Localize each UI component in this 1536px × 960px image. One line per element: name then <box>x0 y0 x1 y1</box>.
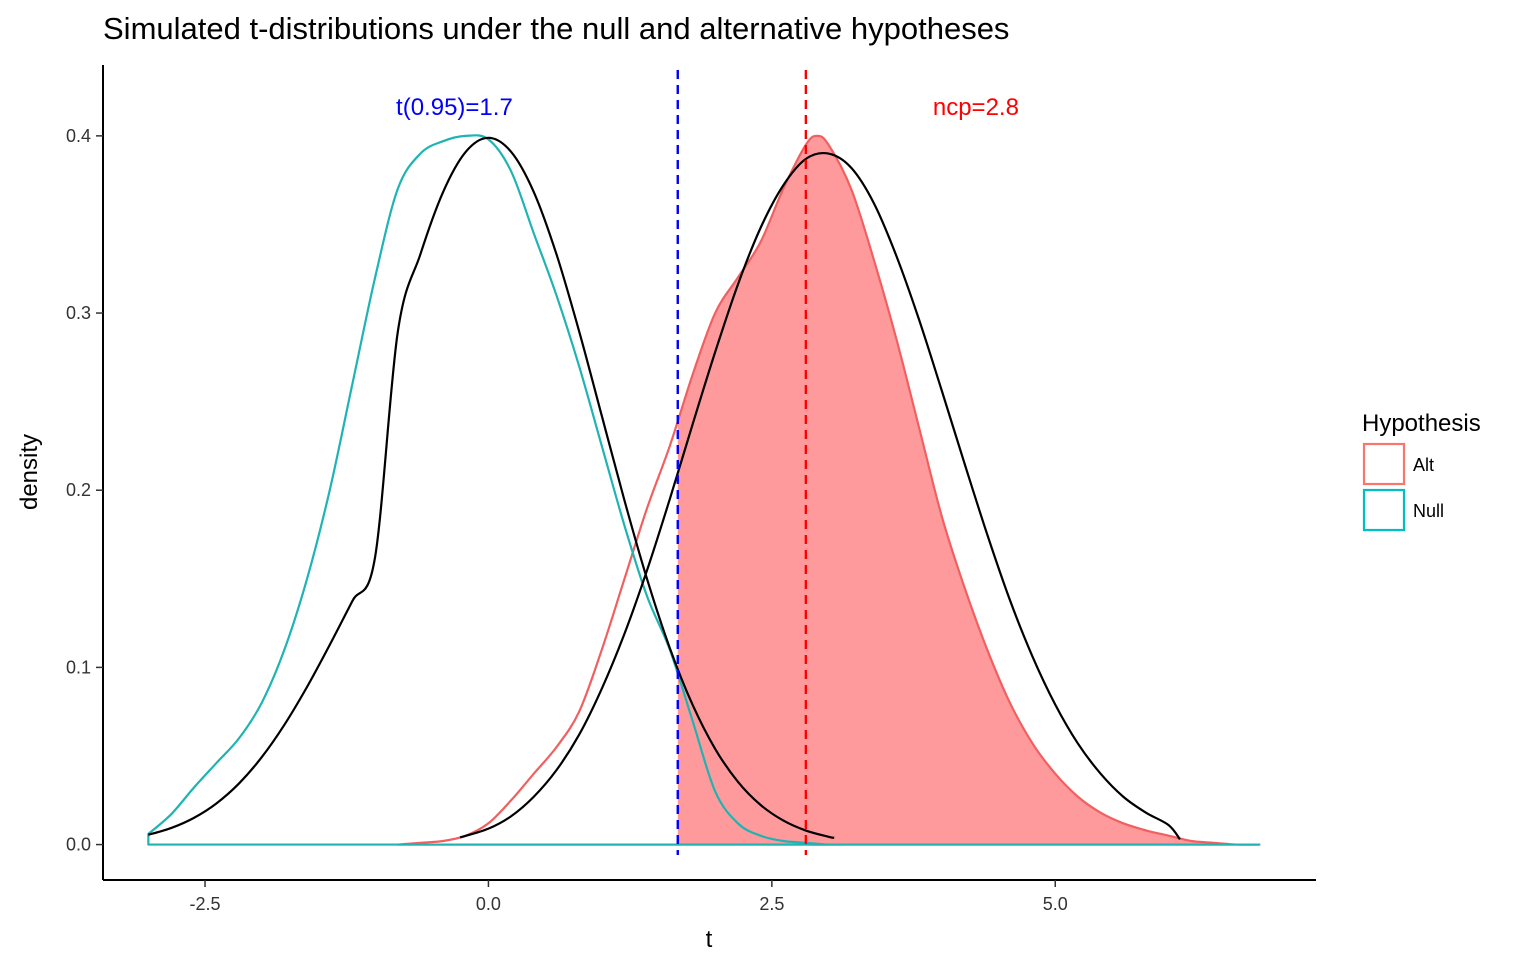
x-tick-label: 5.0 <box>1043 894 1068 914</box>
x-tick-label: -2.5 <box>190 894 221 914</box>
annotations: t(0.95)=1.7 ncp=2.8 <box>396 94 1019 121</box>
alt-density-line <box>396 134 1261 846</box>
x-tick-label: 0.0 <box>476 894 501 914</box>
theoretical-alt-curve <box>459 151 1181 840</box>
plot-area <box>147 70 1261 855</box>
annotation-0: t(0.95)=1.7 <box>396 94 513 121</box>
null-density-line <box>147 134 1261 846</box>
y-tick-label: 0.0 <box>66 835 91 855</box>
x-tick-label: 2.5 <box>759 894 784 914</box>
legend-label-alt: Alt <box>1413 455 1434 475</box>
y-tick-label: 0.2 <box>66 480 91 500</box>
y-axis-ticks: 0.0 0.1 0.2 0.3 0.4 <box>66 126 103 855</box>
rejection-region-fill <box>677 135 1260 845</box>
x-axis-title: t <box>706 926 713 953</box>
legend-title: Hypothesis <box>1362 410 1481 437</box>
x-axis-ticks: -2.5 0.0 2.5 5.0 <box>190 880 1068 914</box>
y-tick-label: 0.1 <box>66 657 91 677</box>
legend-key-alt <box>1362 442 1406 486</box>
theoretical-null-curve <box>148 136 835 839</box>
legend: Hypothesis Alt Null <box>1362 410 1481 532</box>
legend-key-null <box>1362 488 1406 532</box>
chart-title: Simulated t-distributions under the null… <box>103 11 1009 46</box>
legend-label-null: Null <box>1413 501 1444 521</box>
y-axis-title: density <box>16 434 43 510</box>
annotation-1: ncp=2.8 <box>933 94 1019 121</box>
y-tick-label: 0.4 <box>66 126 91 146</box>
y-tick-label: 0.3 <box>66 303 91 323</box>
